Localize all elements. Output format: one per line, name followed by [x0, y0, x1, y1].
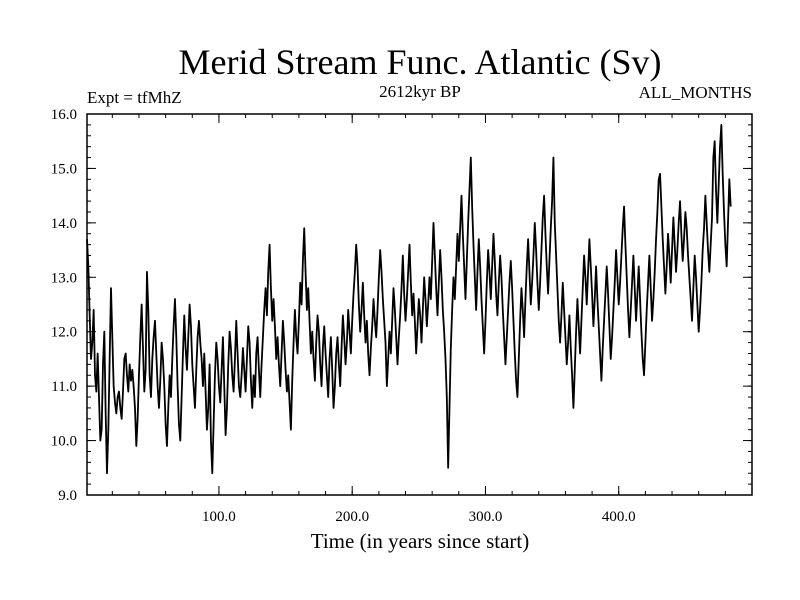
y-tick-label: 9.0	[58, 488, 77, 504]
x-tick-label: 400.0	[602, 509, 636, 525]
x-tick-label: 100.0	[202, 509, 236, 525]
plot-area: 100.0 200.0 300.0 400.0 9.0 10.0 11.0 12.0 13.0 1…	[51, 107, 752, 525]
y-tick-label: 16.0	[51, 107, 77, 123]
plot-frame	[86, 113, 753, 496]
chart-title: Merid Stream Func. Atlantic (Sv)	[179, 42, 662, 82]
series-line	[86, 123, 732, 475]
y-tick-label: 15.0	[51, 161, 77, 177]
x-axis-label: Time (in years since start)	[311, 529, 530, 553]
months-label: ALL_MONTHS	[639, 83, 752, 102]
y-tick-label: 13.0	[51, 270, 77, 286]
x-tick-label: 200.0	[335, 509, 369, 525]
y-tick-label: 14.0	[51, 216, 77, 232]
x-tick-label: 300.0	[469, 509, 503, 525]
experiment-label: Expt = tfMhZ	[87, 88, 182, 107]
y-tick-label: 10.0	[51, 434, 77, 450]
y-tick-label: 11.0	[51, 379, 77, 395]
y-tick-label: 12.0	[51, 325, 77, 341]
epoch-label: 2612kyr BP	[379, 82, 461, 101]
